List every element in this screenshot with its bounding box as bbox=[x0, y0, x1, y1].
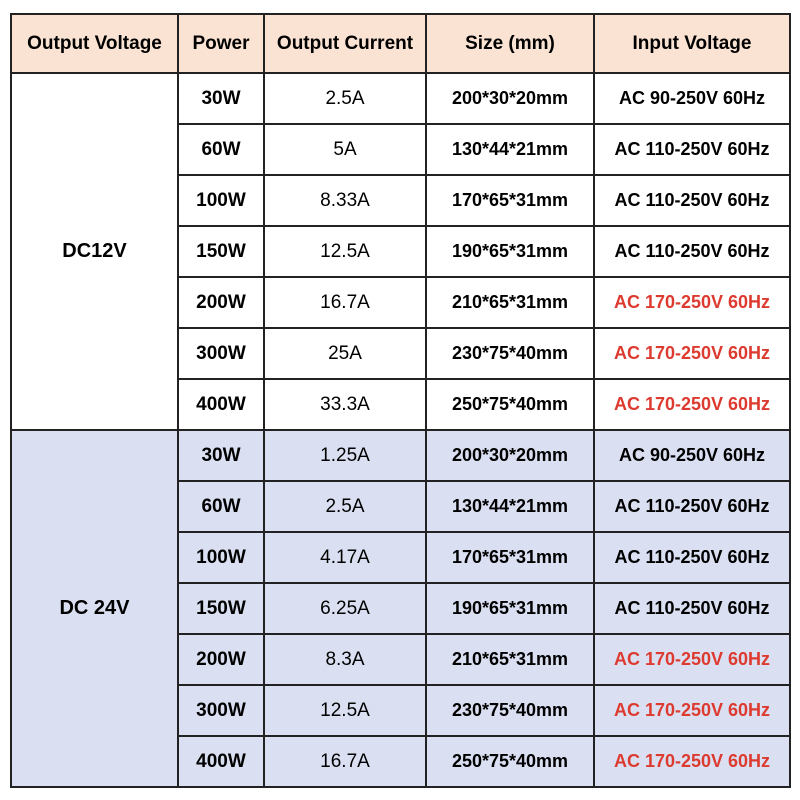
power-cell: 200W bbox=[177, 276, 265, 329]
current-cell: 12.5A bbox=[263, 684, 427, 737]
input-voltage-cell: AC 110-250V 60Hz bbox=[593, 225, 791, 278]
power-cell: 150W bbox=[177, 582, 265, 635]
current-cell: 5A bbox=[263, 123, 427, 176]
input-voltage-cell: AC 110-250V 60Hz bbox=[593, 582, 791, 635]
current-cell: 33.3A bbox=[263, 378, 427, 431]
table-row: 60W 5A 130*44*21mm AC 110-250V 60Hz bbox=[11, 123, 791, 176]
power-cell: 150W bbox=[177, 225, 265, 278]
size-cell: 210*65*31mm bbox=[425, 276, 595, 329]
current-cell: 6.25A bbox=[263, 582, 427, 635]
current-cell: 8.33A bbox=[263, 174, 427, 227]
size-cell: 200*30*20mm bbox=[425, 72, 595, 125]
table-row: 150W 6.25A 190*65*31mm AC 110-250V 60Hz bbox=[11, 582, 791, 635]
size-cell: 200*30*20mm bbox=[425, 429, 595, 482]
current-cell: 1.25A bbox=[263, 429, 427, 482]
size-cell: 230*75*40mm bbox=[425, 684, 595, 737]
table-row: 100W 8.33A 170*65*31mm AC 110-250V 60Hz bbox=[11, 174, 791, 227]
input-voltage-cell: AC 170-250V 60Hz bbox=[593, 276, 791, 329]
size-cell: 230*75*40mm bbox=[425, 327, 595, 380]
input-voltage-cell: AC 170-250V 60Hz bbox=[593, 735, 791, 788]
header-row: Output Voltage Power Output Current Size… bbox=[10, 13, 791, 74]
current-cell: 2.5A bbox=[263, 72, 427, 125]
table-row: 300W 25A 230*75*40mm AC 170-250V 60Hz bbox=[11, 327, 791, 380]
size-cell: 130*44*21mm bbox=[425, 480, 595, 533]
power-cell: 300W bbox=[177, 684, 265, 737]
current-cell: 8.3A bbox=[263, 633, 427, 686]
current-cell: 16.7A bbox=[263, 735, 427, 788]
power-supply-spec-table: Output Voltage Power Output Current Size… bbox=[10, 13, 791, 788]
table-row: 400W 33.3A 250*75*40mm AC 170-250V 60Hz bbox=[11, 378, 791, 431]
input-voltage-cell: AC 170-250V 60Hz bbox=[593, 684, 791, 737]
input-voltage-cell: AC 170-250V 60Hz bbox=[593, 378, 791, 431]
input-voltage-cell: AC 110-250V 60Hz bbox=[593, 123, 791, 176]
header-input-voltage: Input Voltage bbox=[593, 13, 791, 74]
voltage-cell-dc12v: DC12V bbox=[10, 72, 179, 431]
size-cell: 250*75*40mm bbox=[425, 735, 595, 788]
table-row: 100W 4.17A 170*65*31mm AC 110-250V 60Hz bbox=[11, 531, 791, 584]
power-cell: 30W bbox=[177, 72, 265, 125]
current-cell: 4.17A bbox=[263, 531, 427, 584]
size-cell: 250*75*40mm bbox=[425, 378, 595, 431]
input-voltage-cell: AC 170-250V 60Hz bbox=[593, 633, 791, 686]
size-cell: 210*65*31mm bbox=[425, 633, 595, 686]
input-voltage-cell: AC 110-250V 60Hz bbox=[593, 480, 791, 533]
power-cell: 300W bbox=[177, 327, 265, 380]
header-output-current: Output Current bbox=[263, 13, 427, 74]
power-cell: 200W bbox=[177, 633, 265, 686]
size-cell: 190*65*31mm bbox=[425, 582, 595, 635]
power-cell: 100W bbox=[177, 174, 265, 227]
power-cell: 400W bbox=[177, 378, 265, 431]
table-row: DC12V 30W 2.5A 200*30*20mm AC 90-250V 60… bbox=[10, 72, 791, 431]
size-cell: 190*65*31mm bbox=[425, 225, 595, 278]
table-row: 200W 16.7A 210*65*31mm AC 170-250V 60Hz bbox=[11, 276, 791, 329]
power-cell: 30W bbox=[177, 429, 265, 482]
table-row: 200W 8.3A 210*65*31mm AC 170-250V 60Hz bbox=[11, 633, 791, 686]
table-row: 60W 2.5A 130*44*21mm AC 110-250V 60Hz bbox=[11, 480, 791, 533]
input-voltage-cell: AC 90-250V 60Hz bbox=[593, 429, 791, 482]
header-output-voltage: Output Voltage bbox=[10, 13, 179, 74]
power-cell: 400W bbox=[177, 735, 265, 788]
header-power: Power bbox=[177, 13, 265, 74]
power-cell: 60W bbox=[177, 123, 265, 176]
power-cell: 60W bbox=[177, 480, 265, 533]
current-cell: 25A bbox=[263, 327, 427, 380]
size-cell: 170*65*31mm bbox=[425, 174, 595, 227]
table-row: 150W 12.5A 190*65*31mm AC 110-250V 60Hz bbox=[11, 225, 791, 278]
input-voltage-cell: AC 170-250V 60Hz bbox=[593, 327, 791, 380]
current-cell: 16.7A bbox=[263, 276, 427, 329]
voltage-cell-dc24v: DC 24V bbox=[10, 429, 179, 788]
table-row: 300W 12.5A 230*75*40mm AC 170-250V 60Hz bbox=[11, 684, 791, 737]
size-cell: 170*65*31mm bbox=[425, 531, 595, 584]
current-cell: 2.5A bbox=[263, 480, 427, 533]
header-size: Size (mm) bbox=[425, 13, 595, 74]
power-cell: 100W bbox=[177, 531, 265, 584]
input-voltage-cell: AC 90-250V 60Hz bbox=[593, 72, 791, 125]
table-row: 400W 16.7A 250*75*40mm AC 170-250V 60Hz bbox=[11, 735, 791, 788]
current-cell: 12.5A bbox=[263, 225, 427, 278]
input-voltage-cell: AC 110-250V 60Hz bbox=[593, 531, 791, 584]
input-voltage-cell: AC 110-250V 60Hz bbox=[593, 174, 791, 227]
table-row: DC 24V 30W 1.25A 200*30*20mm AC 90-250V … bbox=[10, 429, 791, 788]
size-cell: 130*44*21mm bbox=[425, 123, 595, 176]
